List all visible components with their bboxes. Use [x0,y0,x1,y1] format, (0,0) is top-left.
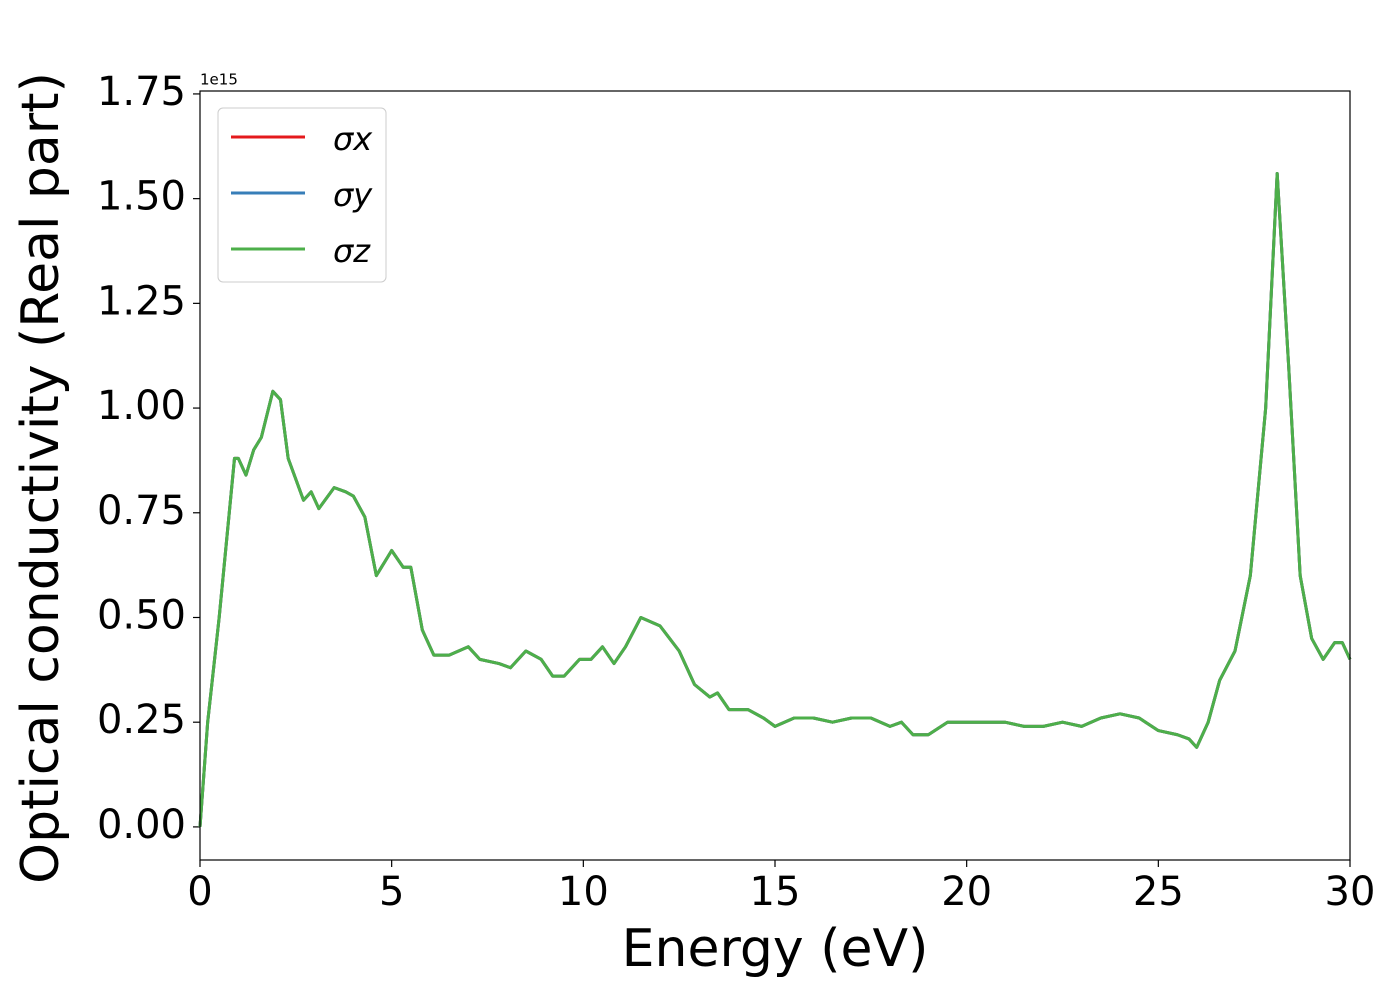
x-tick-label: 5 [379,869,404,915]
x-tick-label: 10 [558,869,609,915]
x-tick-label: 20 [941,869,992,915]
y-tick-label: 1.75 [97,69,186,115]
series-line [198,172,1352,828]
x-axis-label: Energy (eV) [622,919,929,979]
y-tick-label: 0.75 [97,488,186,534]
x-tick-label: 0 [187,869,212,915]
y-tick-label: 1.00 [97,383,186,429]
legend-box [217,107,387,283]
x-tick-label: 30 [1325,869,1376,915]
y-tick-label: 0.00 [97,802,186,848]
y-tick-label: 1.25 [97,278,186,324]
x-tick-label: 25 [1133,869,1184,915]
plot-frame [199,90,1351,861]
y-axis-label: Optical conductivity (Real part) [11,72,71,884]
legend-label: σx [333,120,373,158]
y-tick-label: 1.50 [97,174,186,220]
legend-label: σy [333,176,373,214]
y-tick-label: 0.25 [97,697,186,743]
legend-label: σz [333,232,371,270]
legend: σx σy σz [217,107,387,283]
y-tick-label: 0.50 [97,592,186,638]
x-tick-label: 15 [750,869,801,915]
y-offset-label: 1e15 [200,71,238,89]
